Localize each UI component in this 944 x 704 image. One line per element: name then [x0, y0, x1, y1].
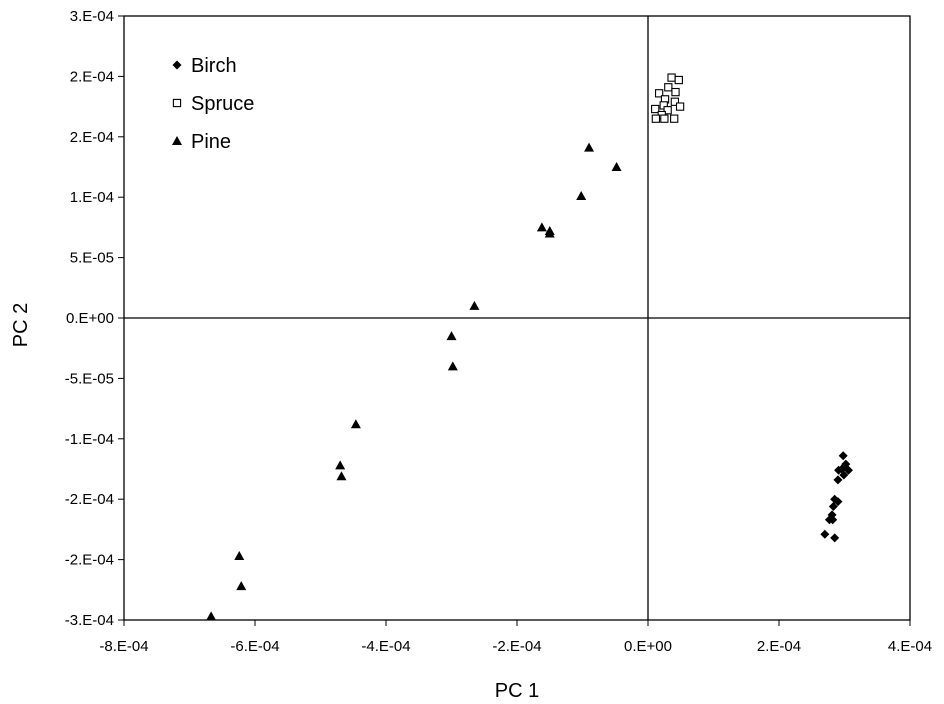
pine-point [336, 471, 347, 481]
pine-point [206, 611, 217, 621]
zero-lines [124, 16, 910, 620]
spruce-point [671, 87, 680, 97]
y-axis-label: PC 2 [10, 303, 32, 347]
pine-point [234, 550, 245, 560]
pine-point [544, 228, 555, 238]
y-tick-label: 2.E-04 [70, 68, 114, 85]
spruce-point [663, 106, 672, 115]
birch-legend-marker [172, 60, 182, 70]
birch-point [828, 515, 838, 525]
birch-point [830, 533, 840, 543]
spruce-point [667, 73, 676, 82]
birch-point [838, 451, 848, 461]
spruce-point [675, 102, 685, 111]
birch-point [820, 529, 830, 539]
spruce-point [651, 114, 661, 123]
y-tick-label: 2.E-04 [70, 129, 114, 146]
birch-point [828, 501, 838, 511]
y-tick-label: -5.E-05 [65, 370, 114, 387]
pine-point [469, 300, 480, 310]
pine-point [350, 419, 361, 429]
y-axis: 3.E-04 2.E-04 2.E-04 1.E-04 5.E-05 0.E+00 -5.E… [65, 8, 124, 629]
x-tick-label: 0.E+00 [624, 638, 672, 655]
x-tick-label: 4.E-04 [888, 638, 932, 655]
x-tick-label: -6.E-04 [230, 638, 279, 655]
pine-point [576, 190, 587, 200]
x-tick-label: 2.E-04 [757, 638, 801, 655]
spruce-point [664, 83, 673, 92]
y-tick-label: -2.E-04 [65, 491, 114, 508]
y-tick-label: 5.E-05 [70, 250, 114, 267]
birch-point [833, 475, 843, 485]
x-tick-label: -4.E-04 [361, 638, 410, 655]
pine-legend-marker [172, 136, 182, 145]
pine-point [335, 460, 346, 470]
spruce-legend-label: Spruce [191, 93, 254, 115]
y-tick-label: -2.E-04 [65, 552, 114, 569]
y-tick-label: 0.E+00 [66, 310, 114, 327]
x-tick-label: -8.E-04 [99, 638, 148, 655]
spruce-point [660, 114, 669, 123]
pine-point [611, 162, 622, 171]
pine-point [236, 581, 247, 591]
pine-point [584, 142, 595, 152]
y-tick-label: -3.E-04 [65, 612, 114, 629]
spruce-point [670, 97, 680, 106]
x-tick-label: -2.E-04 [492, 638, 541, 655]
y-tick-label: -1.E-04 [65, 431, 114, 448]
spruce-point [654, 89, 664, 98]
birch-point [833, 497, 843, 507]
spruce-point [670, 114, 679, 123]
birch-point [839, 470, 849, 480]
y-tick-label: 3.E-04 [70, 8, 114, 25]
pine-legend-label: Pine [191, 131, 231, 153]
pine-point [447, 361, 458, 371]
x-axis-label: PC 1 [495, 680, 539, 702]
legend: Birch Spruce Pine [172, 55, 254, 153]
spruce-point [651, 104, 660, 114]
spruce-legend-marker [172, 98, 182, 108]
birch-legend-label: Birch [191, 55, 237, 77]
data-points [206, 73, 853, 621]
y-tick-label: 1.E-04 [70, 189, 114, 206]
spruce-point [674, 75, 683, 85]
pine-point [536, 222, 547, 232]
x-axis: -8.E-04 -6.E-04 -4.E-04 -2.E-04 0.E+00 2.E-04… [99, 620, 932, 655]
pine-point [446, 331, 457, 341]
birch-point [843, 465, 853, 475]
birch-point [834, 465, 844, 475]
